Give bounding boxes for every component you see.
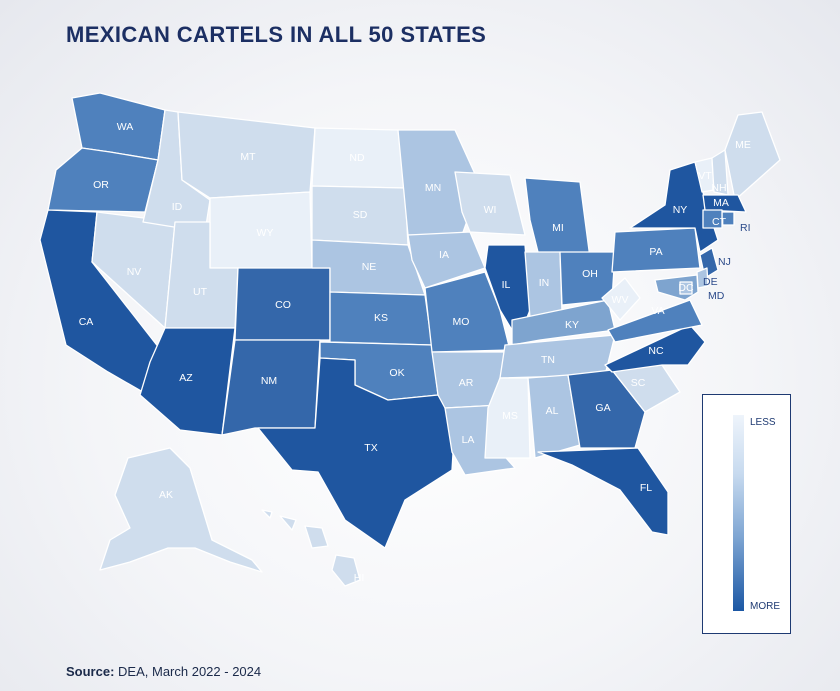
state-label-nj: NJ <box>718 256 731 268</box>
state-label-la: LA <box>462 434 475 446</box>
state-label-fl: FL <box>640 482 652 494</box>
state-label-ri: RI <box>740 222 751 234</box>
state-label-al: AL <box>546 405 559 417</box>
state-nm <box>221 339 321 436</box>
state-label-in: IN <box>539 277 550 289</box>
legend-less-label: LESS <box>750 417 776 428</box>
state-label-sc: SC <box>631 377 646 389</box>
state-label-ok: OK <box>389 367 404 379</box>
source-label: Source: <box>66 664 115 679</box>
state-ga <box>567 369 646 449</box>
state-label-tx: TX <box>364 442 377 454</box>
state-label-tn: TN <box>541 354 555 366</box>
state-label-ms: MS <box>502 410 518 422</box>
state-label-hi: HI <box>354 572 365 584</box>
state-label-nv: NV <box>127 266 142 278</box>
state-label-sd: SD <box>353 209 368 221</box>
state-label-co: CO <box>275 299 291 311</box>
source-note: Source: DEA, March 2022 - 2024 <box>66 664 261 679</box>
state-label-mo: MO <box>453 316 470 328</box>
legend-gradient-bar <box>733 415 744 611</box>
state-label-ga: GA <box>595 402 610 414</box>
state-label-ky: KY <box>565 319 579 331</box>
state-label-oh: OH <box>582 268 598 280</box>
state-label-ia: IA <box>439 249 449 261</box>
state-label-wv: WV <box>612 294 629 306</box>
state-label-nd: ND <box>349 152 365 164</box>
state-label-nc: NC <box>648 345 664 357</box>
state-pa <box>611 227 701 273</box>
state-label-ca: CA <box>79 316 94 328</box>
state-label-id: ID <box>172 201 183 213</box>
state-label-de: DE <box>703 276 718 288</box>
state-label-ar: AR <box>459 377 474 389</box>
state-label-wa: WA <box>117 121 134 133</box>
state-dc <box>679 281 693 295</box>
state-label-mt: MT <box>240 151 256 163</box>
state-fl <box>537 447 669 536</box>
legend: LESS MORE <box>702 394 791 634</box>
map-title: MEXICAN CARTELS IN ALL 50 STATES <box>66 22 487 47</box>
state-ma <box>702 194 747 213</box>
state-ia <box>407 231 486 289</box>
state-label-va: VA <box>651 305 664 317</box>
state-ms <box>484 377 531 459</box>
state-label-ct: CT <box>712 216 727 228</box>
state-mo <box>424 271 511 353</box>
state-label-az: AZ <box>179 372 193 384</box>
state-label-ak: AK <box>159 489 173 501</box>
state-label-mi: MI <box>552 222 564 234</box>
state-label-wy: WY <box>257 227 274 239</box>
state-label-mn: MN <box>425 182 441 194</box>
state-label-ne: NE <box>362 261 377 273</box>
state-label-vt: VT <box>698 170 712 182</box>
state-label-nh: NH <box>711 182 726 194</box>
legend-more-label: MORE <box>750 601 780 612</box>
state-label-wi: WI <box>484 204 497 216</box>
state-label-ma: MA <box>713 197 729 209</box>
state-tx <box>257 357 456 549</box>
state-label-ny: NY <box>673 204 688 216</box>
state-label-nm: NM <box>261 375 277 387</box>
state-label-me: ME <box>735 139 751 151</box>
state-label-il: IL <box>502 279 511 291</box>
state-wi <box>454 171 526 236</box>
state-wv <box>601 277 641 321</box>
state-label-ut: UT <box>193 286 208 298</box>
state-label-md: MD <box>708 290 725 302</box>
state-label-pa: PA <box>649 246 662 258</box>
state-va <box>607 299 703 343</box>
state-label-dc: DC <box>678 282 694 294</box>
state-mi <box>524 177 591 261</box>
source-text: DEA, March 2022 - 2024 <box>118 664 262 679</box>
state-ky <box>511 299 616 346</box>
state-ct <box>702 209 723 229</box>
state-label-ks: KS <box>374 312 388 324</box>
state-me <box>724 111 781 201</box>
state-label-or: OR <box>93 179 109 191</box>
state-ak <box>99 447 263 573</box>
state-hi <box>261 509 361 587</box>
